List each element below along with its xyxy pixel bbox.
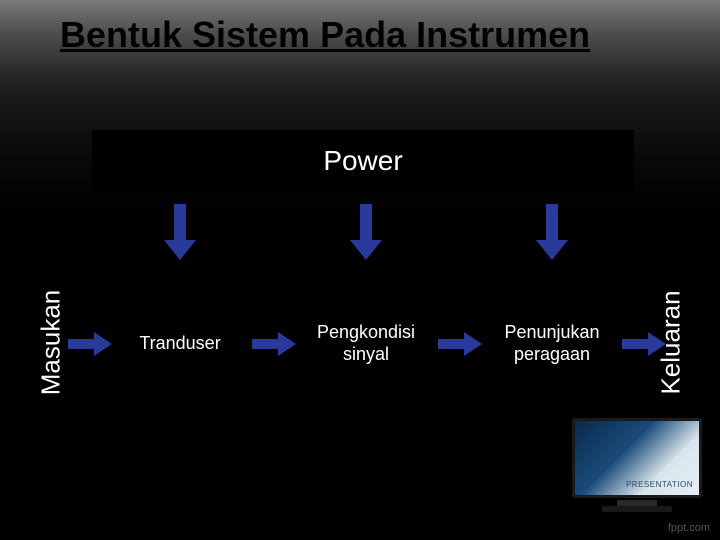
input-label: Masukan	[36, 289, 67, 395]
flow-box-penunjukan: Penunjukan peragaan	[482, 304, 622, 382]
arrow-down-icon	[166, 204, 194, 262]
watermark: fppt.com	[668, 522, 710, 534]
flow-label-1: Tranduser	[139, 332, 220, 355]
arrow-down-icon	[352, 204, 380, 262]
power-label: Power	[323, 145, 402, 177]
arrow-right-icon	[68, 336, 112, 352]
title-bar: Bentuk Sistem Pada Instrumen	[0, 0, 720, 72]
flow-box-tranduser: Tranduser	[110, 304, 250, 382]
arrow-right-icon	[252, 336, 296, 352]
arrow-right-icon	[622, 336, 666, 352]
flow-box-pengkondisi: Pengkondisi sinyal	[296, 304, 436, 382]
slide-title: Bentuk Sistem Pada Instrumen	[0, 0, 720, 62]
monitor-caption: PRESENTATION	[626, 480, 693, 489]
monitor-base	[602, 506, 672, 512]
flow-label-3: Penunjukan peragaan	[482, 321, 622, 366]
flow-label-2: Pengkondisi sinyal	[296, 321, 436, 366]
monitor-image: PRESENTATION	[572, 418, 702, 514]
arrow-down-icon	[538, 204, 566, 262]
power-box: Power	[92, 130, 634, 192]
arrow-right-icon	[438, 336, 482, 352]
monitor-screen: PRESENTATION	[572, 418, 702, 498]
